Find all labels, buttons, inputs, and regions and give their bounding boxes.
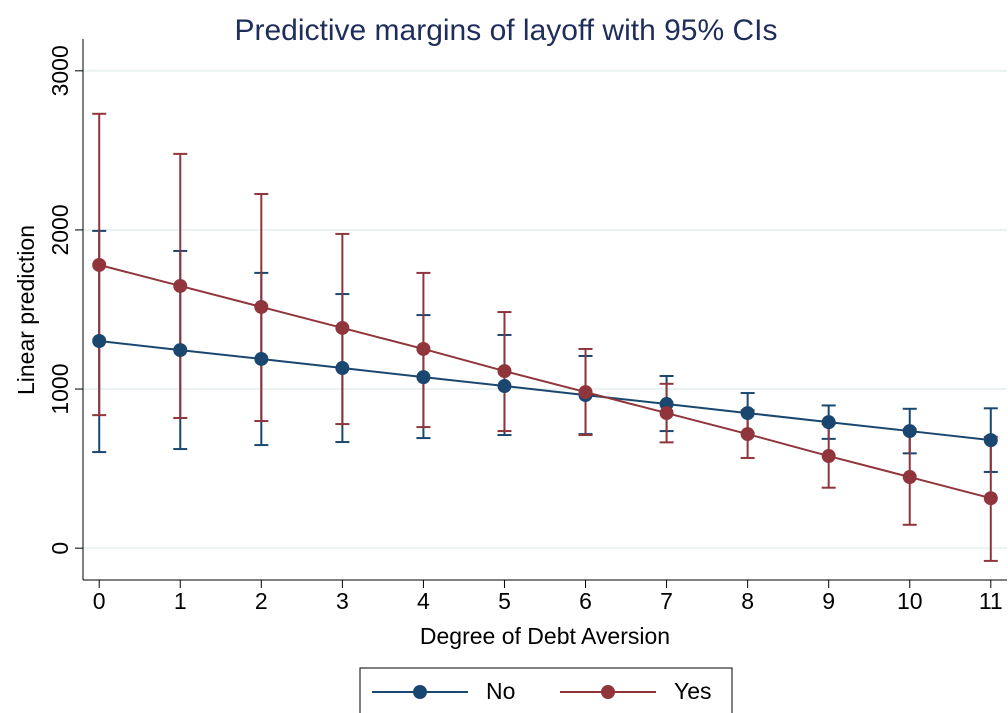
point — [740, 427, 755, 442]
point — [983, 491, 998, 506]
point — [254, 351, 269, 366]
point — [416, 341, 431, 356]
series-line — [99, 340, 991, 442]
y-axis-label: Linear prediction — [13, 225, 39, 395]
x-tick-label: 6 — [579, 588, 592, 614]
x-tick-label: 9 — [822, 588, 835, 614]
legend-label: No — [486, 678, 515, 704]
x-tick-label: 7 — [660, 588, 673, 614]
point — [659, 406, 674, 421]
x-tick-label: 0 — [93, 588, 106, 614]
point — [92, 334, 107, 349]
point — [902, 470, 917, 485]
point — [335, 361, 350, 376]
point — [902, 424, 917, 439]
point — [335, 320, 350, 335]
legend-label: Yes — [674, 678, 712, 704]
x-tick-label: 4 — [417, 588, 430, 614]
y-tick-label: 2000 — [47, 204, 73, 255]
x-tick-label: 8 — [741, 588, 754, 614]
point — [173, 278, 188, 293]
legend-marker — [601, 685, 615, 699]
legend-marker — [413, 685, 427, 699]
point — [821, 449, 836, 464]
point — [821, 415, 836, 430]
x-tick-label: 2 — [255, 588, 268, 614]
x-axis-label: Degree of Debt Aversion — [420, 623, 670, 649]
point — [740, 406, 755, 421]
point — [416, 370, 431, 385]
chart-title: Predictive margins of layoff with 95% CI… — [234, 14, 777, 47]
point — [92, 257, 107, 272]
x-tick-label: 10 — [897, 588, 923, 614]
point — [497, 379, 512, 394]
y-tick-label: 0 — [47, 542, 73, 555]
point — [173, 343, 188, 358]
series-line — [98, 263, 992, 500]
x-tick-label: 5 — [498, 588, 511, 614]
y-tick-label: 1000 — [47, 363, 73, 414]
point — [497, 364, 512, 379]
y-tick-label: 3000 — [47, 45, 73, 96]
x-tick-label: 11 — [979, 588, 1003, 614]
point — [254, 299, 269, 314]
x-tick-label: 1 — [174, 588, 187, 614]
point — [578, 385, 593, 400]
x-tick-label: 3 — [336, 588, 349, 614]
point — [983, 433, 998, 448]
